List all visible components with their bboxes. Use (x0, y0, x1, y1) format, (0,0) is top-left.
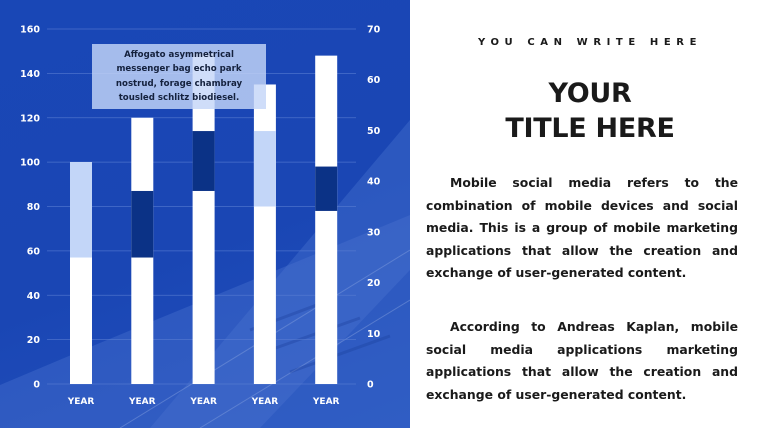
left-axis-tick-label: 0 (33, 380, 40, 391)
right-axis-tick-label: 20 (367, 278, 381, 289)
page-title: YOUR TITLE HERE (410, 76, 760, 146)
left-axis-tick-label: 80 (27, 202, 41, 213)
bar-segment (70, 162, 92, 258)
left-axis-tick-label: 20 (27, 335, 41, 346)
right-axis-tick-label: 30 (367, 227, 381, 238)
x-axis-category-label: YEAR (312, 397, 340, 407)
kicker-text: YOU CAN WRITE HERE (477, 37, 703, 48)
body-paragraph-1: Mobile social media refers to the combin… (426, 175, 738, 281)
callout-text: Affogato asymmetrical messenger bag echo… (115, 49, 243, 104)
bar (315, 55, 338, 384)
right-axis-tick-label: 60 (367, 75, 381, 86)
left-axis-tick-label: 140 (20, 69, 40, 80)
body-paragraph-2: According to Andreas Kaplan, mobile soci… (426, 319, 738, 402)
right-axis-tick-label: 70 (367, 25, 381, 36)
bar-segment (192, 131, 215, 191)
left-axis-tick-label: 60 (27, 246, 41, 257)
x-axis-category-label: YEAR (128, 397, 156, 407)
bar-segment (131, 190, 154, 258)
right-axis-tick-label: 40 (367, 177, 381, 188)
left-axis-tick-label: 100 (20, 158, 40, 169)
left-axis-tick-label: 120 (20, 113, 40, 124)
chart-callout-box: Affogato asymmetrical messenger bag echo… (92, 44, 266, 109)
chart-panel: 0 20 40 60 80 100 120 140 160 0 10 20 30 40 50 60 70 YEAR… (0, 0, 410, 428)
text-panel: YOU CAN WRITE HERE YOUR TITLE HERE Mobil… (410, 0, 760, 428)
x-axis-category-label: YEAR (67, 397, 95, 407)
bar (253, 84, 276, 384)
right-axis-tick-label: 50 (367, 126, 381, 137)
bar-segment (253, 131, 276, 207)
title-line-2: TITLE HERE (505, 113, 675, 144)
bar-segment (315, 166, 338, 211)
x-axis-category-label: YEAR (251, 397, 279, 407)
title-line-1: YOUR (548, 78, 632, 109)
left-axis-tick-label: 40 (27, 291, 41, 302)
right-axis-tick-label: 0 (367, 380, 374, 391)
right-axis-tick-label: 10 (367, 329, 381, 340)
bar-chart: 0 20 40 60 80 100 120 140 160 0 10 20 30 40 50 60 70 YEAR… (20, 25, 381, 407)
x-axis-category-label: YEAR (189, 397, 217, 407)
left-axis-tick-label: 160 (20, 25, 40, 36)
